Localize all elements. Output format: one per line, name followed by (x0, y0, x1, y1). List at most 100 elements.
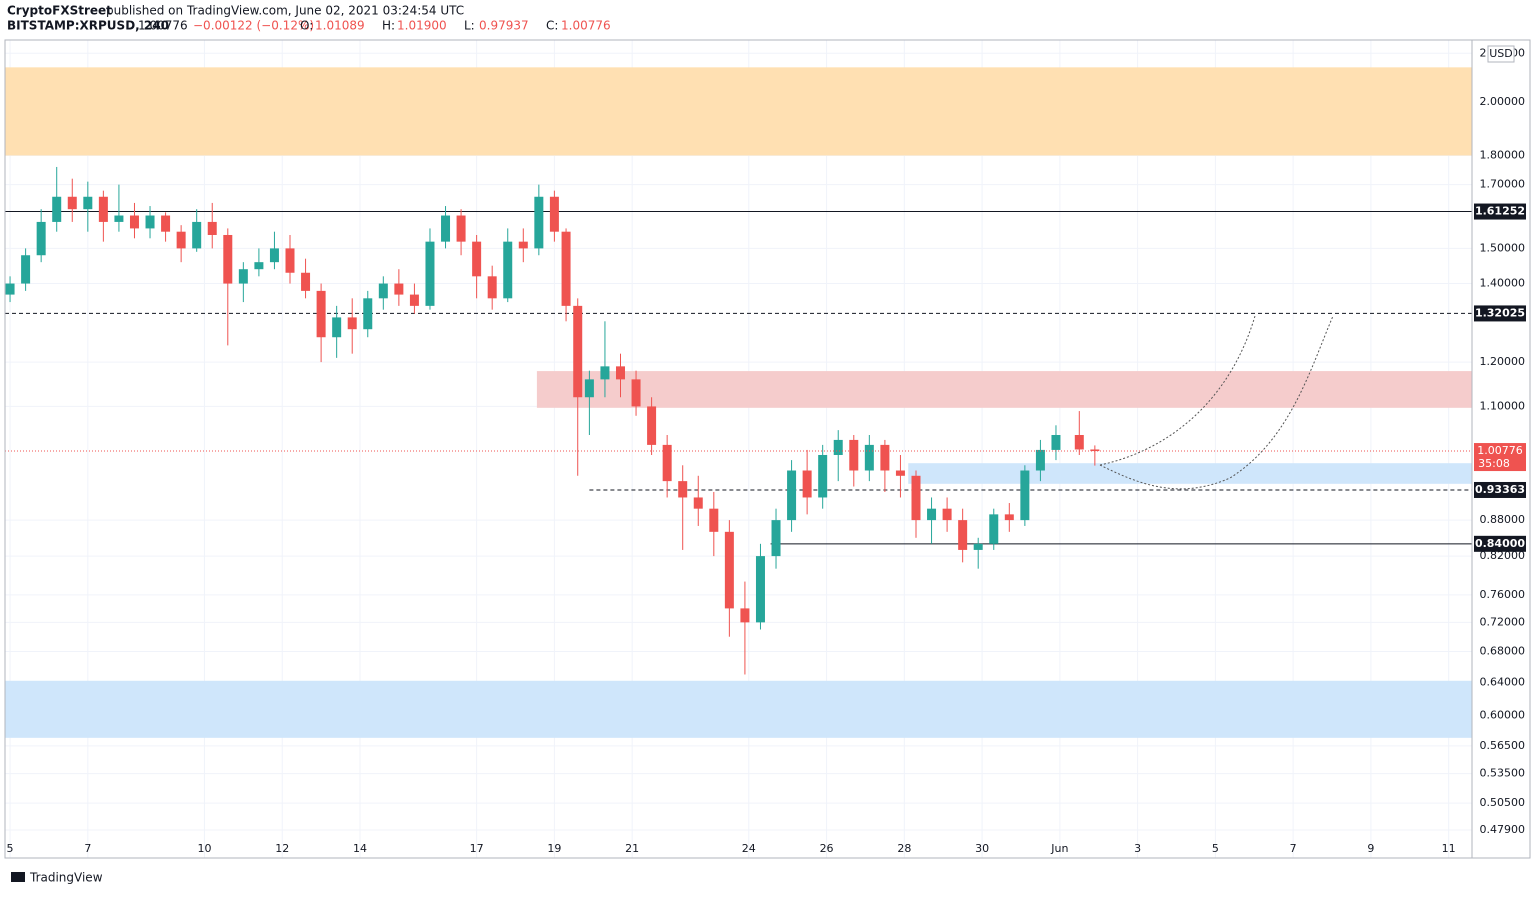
y-tick-label: 0.68000 (1480, 644, 1526, 657)
candle-body (864, 444, 874, 471)
published: published on TradingView.com, June 02, 2… (106, 4, 464, 18)
candle-body (647, 406, 657, 445)
candle-body (973, 543, 983, 550)
candle-body (1020, 470, 1030, 521)
footer: TradingView (29, 871, 103, 885)
candle-body (787, 470, 797, 521)
candle-body (662, 444, 672, 482)
x-tick-label: 5 (7, 842, 14, 855)
last: 1.00776 (138, 19, 188, 33)
y-tick-label: 1.20000 (1480, 355, 1526, 368)
ohlc-value: 1.01089 (315, 19, 365, 33)
y-tick-label: 0.47900 (1480, 823, 1526, 836)
candle-body (332, 317, 342, 338)
candle-body (561, 231, 571, 306)
x-tick-label: 12 (275, 842, 289, 855)
x-tick-label: 28 (897, 842, 911, 855)
candle-body (472, 241, 482, 277)
candle-body (456, 215, 466, 242)
candle-body (83, 196, 93, 210)
candle-body (615, 366, 625, 380)
candle-body (1051, 435, 1061, 450)
x-tick-label: 10 (197, 842, 211, 855)
candle-body (254, 262, 264, 270)
candle-body (114, 215, 124, 222)
y-tick-label: 0.60000 (1480, 708, 1526, 721)
y-tick-label: 1.70000 (1480, 178, 1526, 191)
currency: USD (1489, 47, 1513, 60)
y-tick-label: 1.10000 (1480, 399, 1526, 412)
x-tick-label: 26 (820, 842, 834, 855)
candle-body (709, 508, 719, 532)
candle-body (316, 290, 326, 338)
ohlc-value: 1.01900 (397, 19, 447, 33)
candle-body (223, 234, 233, 284)
x-tick-label: 11 (1442, 842, 1456, 855)
price-label-box (1474, 481, 1526, 498)
candle-body (693, 497, 703, 509)
candle-body (1074, 435, 1084, 450)
y-tick-label: 0.82000 (1480, 549, 1526, 562)
candle-body (771, 520, 781, 557)
y-tick-label: 0.56500 (1480, 739, 1526, 752)
candle-body (802, 470, 812, 498)
candle-body (503, 241, 513, 299)
price-label: 0.93363 (1475, 483, 1525, 496)
x-tick-label: Jun (1050, 842, 1068, 855)
ohlc-key: L: (464, 19, 475, 33)
candle-body (192, 221, 202, 249)
ohlc-key: C: (546, 19, 558, 33)
ohlc-value: 0.97937 (479, 19, 529, 33)
candle-body (207, 221, 217, 235)
candle-body (724, 531, 734, 609)
candle-body (1004, 514, 1014, 521)
candle-body (5, 283, 15, 295)
frame (4, 39, 1531, 859)
y-tick-label: 0.88000 (1480, 513, 1526, 526)
candle-body (678, 481, 688, 498)
zone (536, 371, 1472, 408)
candle-body (989, 514, 999, 544)
candle-body (98, 196, 108, 222)
y-tick-label: 0.53500 (1480, 767, 1526, 780)
x-tick-label: 7 (84, 842, 91, 855)
y-tick-label: 2.00000 (1480, 95, 1526, 108)
currency-box (1487, 45, 1515, 63)
candle-body (21, 255, 31, 284)
y-tick-label: 1.50000 (1480, 241, 1526, 254)
y-tick-label: 0.64000 (1480, 675, 1526, 688)
y-tick-label: 1.80000 (1480, 149, 1526, 162)
y-tick-label: 0.76000 (1480, 588, 1526, 601)
candle-body (67, 196, 77, 210)
x-tick-label: 3 (1134, 842, 1141, 855)
price-label: 0.84000 (1475, 537, 1525, 550)
candle-body (534, 196, 544, 249)
candle-body (409, 294, 419, 306)
candle-body (441, 215, 451, 242)
y-tick-label: 1.40000 (1480, 277, 1526, 290)
plot (5, 40, 1472, 858)
candle-body (36, 221, 46, 256)
candle-body (285, 248, 295, 273)
candle-body (849, 439, 859, 471)
last-price-label: 1.00776 (1477, 444, 1523, 457)
x-tick-label: 9 (1367, 842, 1374, 855)
candle-body (584, 379, 594, 398)
symbol: BITSTAMP:XRPUSD, 240 (7, 19, 169, 33)
ohlc-key: O: (300, 19, 313, 33)
candle-body (161, 215, 171, 232)
ohlc-key: H: (382, 19, 395, 33)
candle-body (755, 556, 765, 623)
candle-body (129, 215, 139, 229)
candle-body (425, 241, 435, 306)
candle-body (301, 272, 311, 291)
countdown: 35:08 (1478, 457, 1510, 470)
candle-body (378, 283, 388, 299)
zone (5, 680, 1472, 738)
projection-path (1099, 315, 1334, 490)
candle-body (818, 454, 828, 498)
x-tick-label: 24 (742, 842, 756, 855)
candle-body (347, 317, 357, 330)
candle-body (269, 248, 279, 263)
